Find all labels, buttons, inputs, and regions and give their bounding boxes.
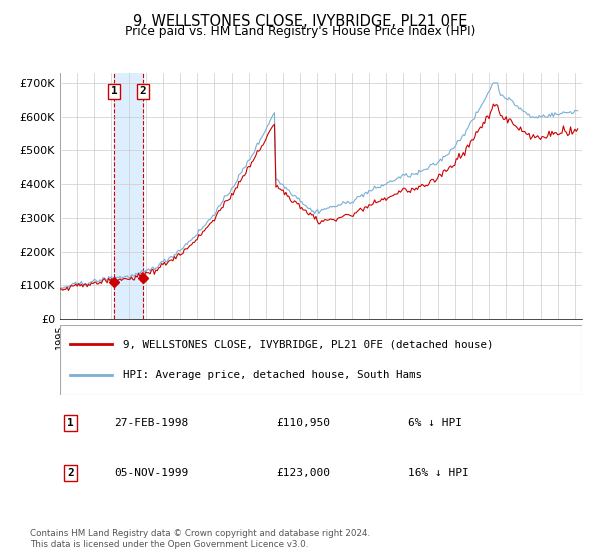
Text: 1: 1 [111, 86, 118, 96]
Text: 9, WELLSTONES CLOSE, IVYBRIDGE, PL21 0FE (detached house): 9, WELLSTONES CLOSE, IVYBRIDGE, PL21 0FE… [122, 339, 493, 349]
Text: 6% ↓ HPI: 6% ↓ HPI [408, 418, 462, 428]
Text: 27-FEB-1998: 27-FEB-1998 [114, 418, 188, 428]
Text: £123,000: £123,000 [276, 468, 330, 478]
FancyBboxPatch shape [60, 325, 582, 395]
Text: Price paid vs. HM Land Registry's House Price Index (HPI): Price paid vs. HM Land Registry's House … [125, 25, 475, 38]
Text: 2: 2 [140, 86, 146, 96]
Text: 1: 1 [67, 418, 74, 428]
Text: £110,950: £110,950 [276, 418, 330, 428]
Text: 2: 2 [67, 468, 74, 478]
Text: 16% ↓ HPI: 16% ↓ HPI [408, 468, 469, 478]
Bar [114, 73, 143, 319]
Text: Contains HM Land Registry data © Crown copyright and database right 2024.
This d: Contains HM Land Registry data © Crown c… [30, 529, 370, 549]
Text: HPI: Average price, detached house, South Hams: HPI: Average price, detached house, Sout… [122, 370, 422, 380]
Text: 05-NOV-1999: 05-NOV-1999 [114, 468, 188, 478]
Text: 9, WELLSTONES CLOSE, IVYBRIDGE, PL21 0FE: 9, WELLSTONES CLOSE, IVYBRIDGE, PL21 0FE [133, 14, 467, 29]
